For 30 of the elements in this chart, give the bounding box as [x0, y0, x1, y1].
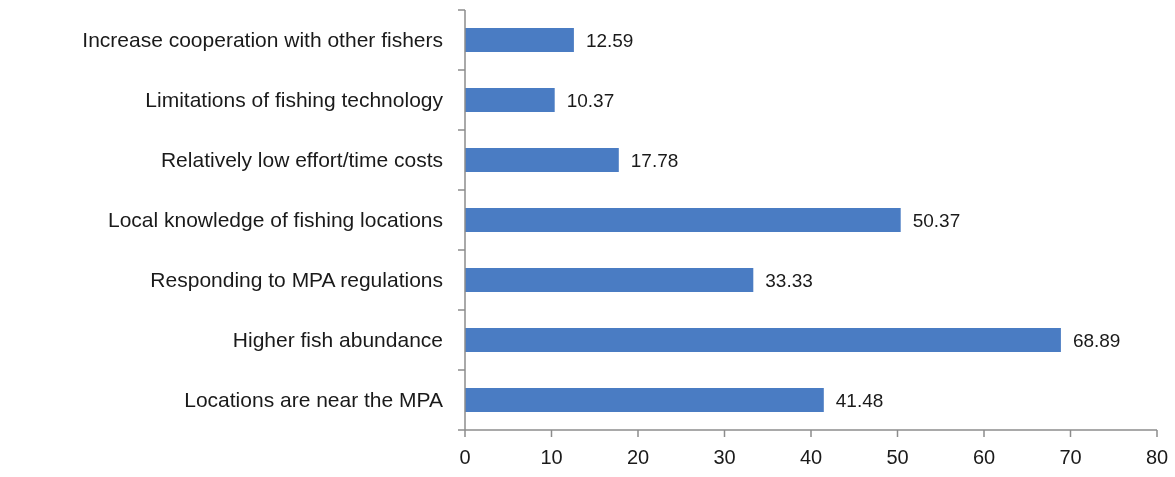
- x-tick-label: 50: [886, 446, 909, 468]
- x-tick-label: 30: [713, 446, 736, 468]
- y-tick-label: Local knowledge of fishing locations: [107, 208, 443, 232]
- y-tick-label: Relatively low effort/time costs: [160, 148, 443, 172]
- x-tick-label: 80: [1145, 446, 1169, 468]
- data-label: 68.89: [1072, 329, 1121, 351]
- bar: [465, 148, 619, 172]
- x-tick-label: 70: [1059, 446, 1082, 468]
- y-tick-label: Higher fish abundance: [232, 328, 443, 352]
- bar: [465, 208, 901, 232]
- data-label: 17.78: [630, 149, 679, 171]
- y-tick-label: Locations are near the MPA: [184, 388, 443, 412]
- y-tick-label: Increase cooperation with other fishers: [82, 28, 443, 52]
- x-tick-label: 60: [972, 446, 996, 468]
- data-label: 41.48: [835, 389, 884, 411]
- y-tick-label: Responding to MPA regulations: [150, 268, 443, 292]
- data-label: 12.59: [585, 29, 634, 51]
- bar: [465, 268, 754, 292]
- x-tick-label: 40: [799, 446, 823, 468]
- bar: [465, 328, 1061, 352]
- x-tick-label: 20: [626, 446, 650, 468]
- data-label: 10.37: [566, 89, 615, 111]
- y-tick-label: Limitations of fishing technology: [145, 88, 444, 112]
- x-tick-label: 0: [459, 446, 471, 468]
- bar: [465, 28, 574, 52]
- data-label: 50.37: [912, 209, 961, 231]
- bar: [465, 388, 824, 412]
- x-tick-label: 10: [540, 446, 563, 468]
- data-label: 33.33: [765, 269, 813, 291]
- bar: [465, 88, 555, 112]
